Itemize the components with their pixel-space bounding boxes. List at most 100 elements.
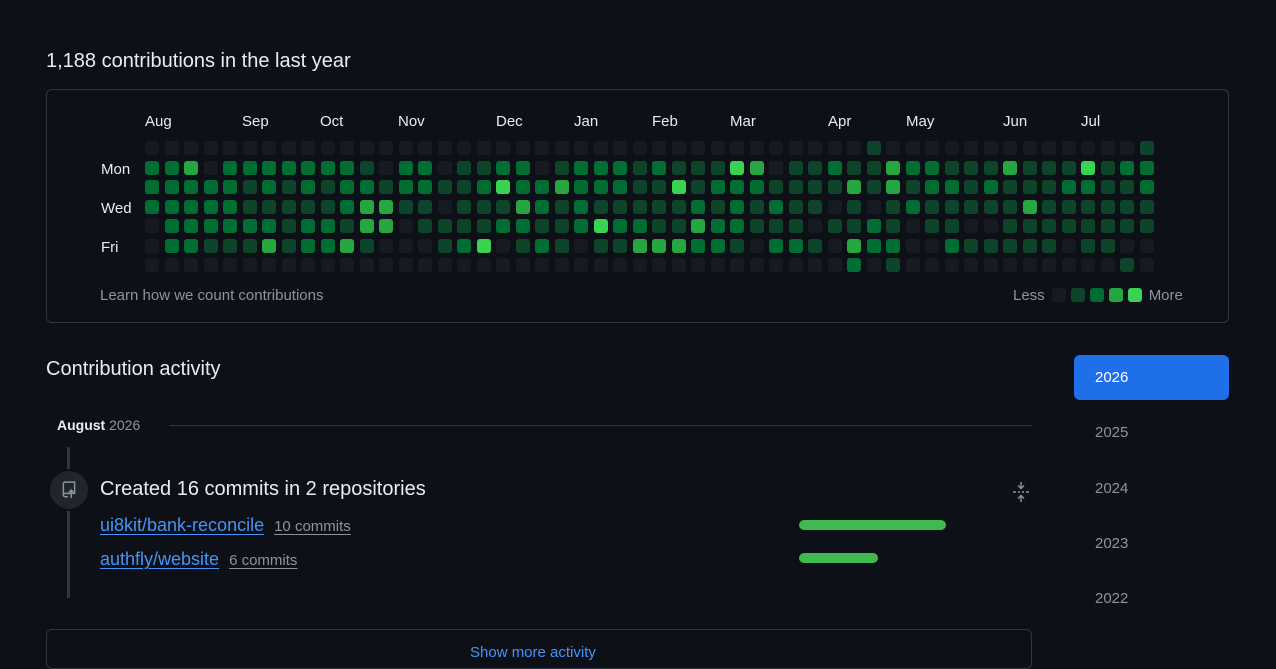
- year-button-2025[interactable]: 2025: [1095, 424, 1129, 441]
- contribution-day-cell[interactable]: [438, 161, 452, 175]
- contribution-day-cell[interactable]: [769, 161, 783, 175]
- commit-count-link[interactable]: 10 commits: [274, 518, 351, 535]
- contribution-day-cell[interactable]: [945, 161, 959, 175]
- contribution-day-cell[interactable]: [1101, 161, 1115, 175]
- contribution-day-cell[interactable]: [652, 239, 666, 253]
- contribution-day-cell[interactable]: [633, 161, 647, 175]
- contribution-day-cell[interactable]: [165, 200, 179, 214]
- contribution-day-cell[interactable]: [1062, 219, 1076, 233]
- contribution-day-cell[interactable]: [730, 141, 744, 155]
- contribution-day-cell[interactable]: [984, 161, 998, 175]
- contribution-day-cell[interactable]: [691, 161, 705, 175]
- contribution-day-cell[interactable]: [1101, 239, 1115, 253]
- contribution-day-cell[interactable]: [711, 219, 725, 233]
- contribution-day-cell[interactable]: [535, 219, 549, 233]
- contribution-day-cell[interactable]: [535, 161, 549, 175]
- year-button-2023[interactable]: 2023: [1095, 535, 1129, 552]
- contribution-day-cell[interactable]: [1101, 219, 1115, 233]
- contribution-day-cell[interactable]: [789, 141, 803, 155]
- contribution-day-cell[interactable]: [730, 200, 744, 214]
- contribution-day-cell[interactable]: [165, 219, 179, 233]
- contribution-day-cell[interactable]: [1101, 180, 1115, 194]
- contribution-day-cell[interactable]: [438, 141, 452, 155]
- year-button-2024[interactable]: 2024: [1095, 480, 1129, 497]
- contribution-day-cell[interactable]: [477, 200, 491, 214]
- contribution-day-cell[interactable]: [243, 258, 257, 272]
- contribution-day-cell[interactable]: [340, 180, 354, 194]
- repo-link[interactable]: authfly/website: [100, 549, 220, 569]
- contribution-day-cell[interactable]: [1042, 180, 1056, 194]
- contribution-day-cell[interactable]: [574, 219, 588, 233]
- contribution-day-cell[interactable]: [301, 141, 315, 155]
- contribution-day-cell[interactable]: [847, 219, 861, 233]
- contribution-day-cell[interactable]: [438, 239, 452, 253]
- contribution-day-cell[interactable]: [204, 180, 218, 194]
- contribution-day-cell[interactable]: [847, 161, 861, 175]
- contribution-day-cell[interactable]: [1081, 219, 1095, 233]
- contribution-day-cell[interactable]: [886, 180, 900, 194]
- contribution-day-cell[interactable]: [613, 161, 627, 175]
- contribution-day-cell[interactable]: [496, 200, 510, 214]
- contribution-day-cell[interactable]: [574, 161, 588, 175]
- contribution-day-cell[interactable]: [360, 258, 374, 272]
- contribution-day-cell[interactable]: [828, 200, 842, 214]
- contribution-day-cell[interactable]: [828, 141, 842, 155]
- contribution-day-cell[interactable]: [1062, 239, 1076, 253]
- contribution-day-cell[interactable]: [399, 161, 413, 175]
- contribution-day-cell[interactable]: [555, 258, 569, 272]
- contribution-day-cell[interactable]: [925, 200, 939, 214]
- contribution-day-cell[interactable]: [574, 141, 588, 155]
- contribution-day-cell[interactable]: [828, 161, 842, 175]
- contribution-day-cell[interactable]: [1023, 161, 1037, 175]
- contribution-day-cell[interactable]: [223, 219, 237, 233]
- contribution-day-cell[interactable]: [1023, 219, 1037, 233]
- contribution-day-cell[interactable]: [1120, 200, 1134, 214]
- contribution-day-cell[interactable]: [165, 258, 179, 272]
- contribution-day-cell[interactable]: [262, 258, 276, 272]
- contribution-day-cell[interactable]: [906, 200, 920, 214]
- contribution-day-cell[interactable]: [867, 239, 881, 253]
- contribution-day-cell[interactable]: [847, 180, 861, 194]
- repo-link[interactable]: ui8kit/bank-reconcile: [100, 515, 265, 535]
- contribution-day-cell[interactable]: [496, 258, 510, 272]
- contribution-day-cell[interactable]: [750, 180, 764, 194]
- contribution-day-cell[interactable]: [1140, 200, 1154, 214]
- contribution-day-cell[interactable]: [808, 258, 822, 272]
- contribution-day-cell[interactable]: [243, 141, 257, 155]
- contribution-day-cell[interactable]: [340, 219, 354, 233]
- contribution-day-cell[interactable]: [984, 200, 998, 214]
- contribution-day-cell[interactable]: [672, 180, 686, 194]
- contribution-day-cell[interactable]: [262, 161, 276, 175]
- contribution-day-cell[interactable]: [1042, 161, 1056, 175]
- contribution-day-cell[interactable]: [1062, 161, 1076, 175]
- contribution-day-cell[interactable]: [321, 161, 335, 175]
- contribution-day-cell[interactable]: [750, 141, 764, 155]
- contribution-day-cell[interactable]: [1023, 141, 1037, 155]
- contribution-day-cell[interactable]: [457, 239, 471, 253]
- contribution-day-cell[interactable]: [1042, 219, 1056, 233]
- contribution-day-cell[interactable]: [243, 200, 257, 214]
- contribution-day-cell[interactable]: [243, 161, 257, 175]
- contribution-day-cell[interactable]: [711, 161, 725, 175]
- contribution-day-cell[interactable]: [711, 200, 725, 214]
- contribution-day-cell[interactable]: [730, 239, 744, 253]
- contribution-day-cell[interactable]: [964, 200, 978, 214]
- contribution-day-cell[interactable]: [750, 219, 764, 233]
- year-button-2022[interactable]: 2022: [1095, 590, 1129, 607]
- contribution-day-cell[interactable]: [516, 239, 530, 253]
- contribution-day-cell[interactable]: [984, 219, 998, 233]
- contribution-day-cell[interactable]: [886, 219, 900, 233]
- contribution-day-cell[interactable]: [262, 219, 276, 233]
- contribution-day-cell[interactable]: [301, 258, 315, 272]
- contribution-day-cell[interactable]: [672, 258, 686, 272]
- contribution-day-cell[interactable]: [1003, 258, 1017, 272]
- contribution-day-cell[interactable]: [535, 141, 549, 155]
- contribution-day-cell[interactable]: [496, 161, 510, 175]
- contribution-day-cell[interactable]: [145, 141, 159, 155]
- contribution-day-cell[interactable]: [691, 141, 705, 155]
- contribution-day-cell[interactable]: [945, 219, 959, 233]
- contribution-day-cell[interactable]: [964, 219, 978, 233]
- contribution-day-cell[interactable]: [1120, 141, 1134, 155]
- contribution-day-cell[interactable]: [1081, 161, 1095, 175]
- contribution-day-cell[interactable]: [789, 200, 803, 214]
